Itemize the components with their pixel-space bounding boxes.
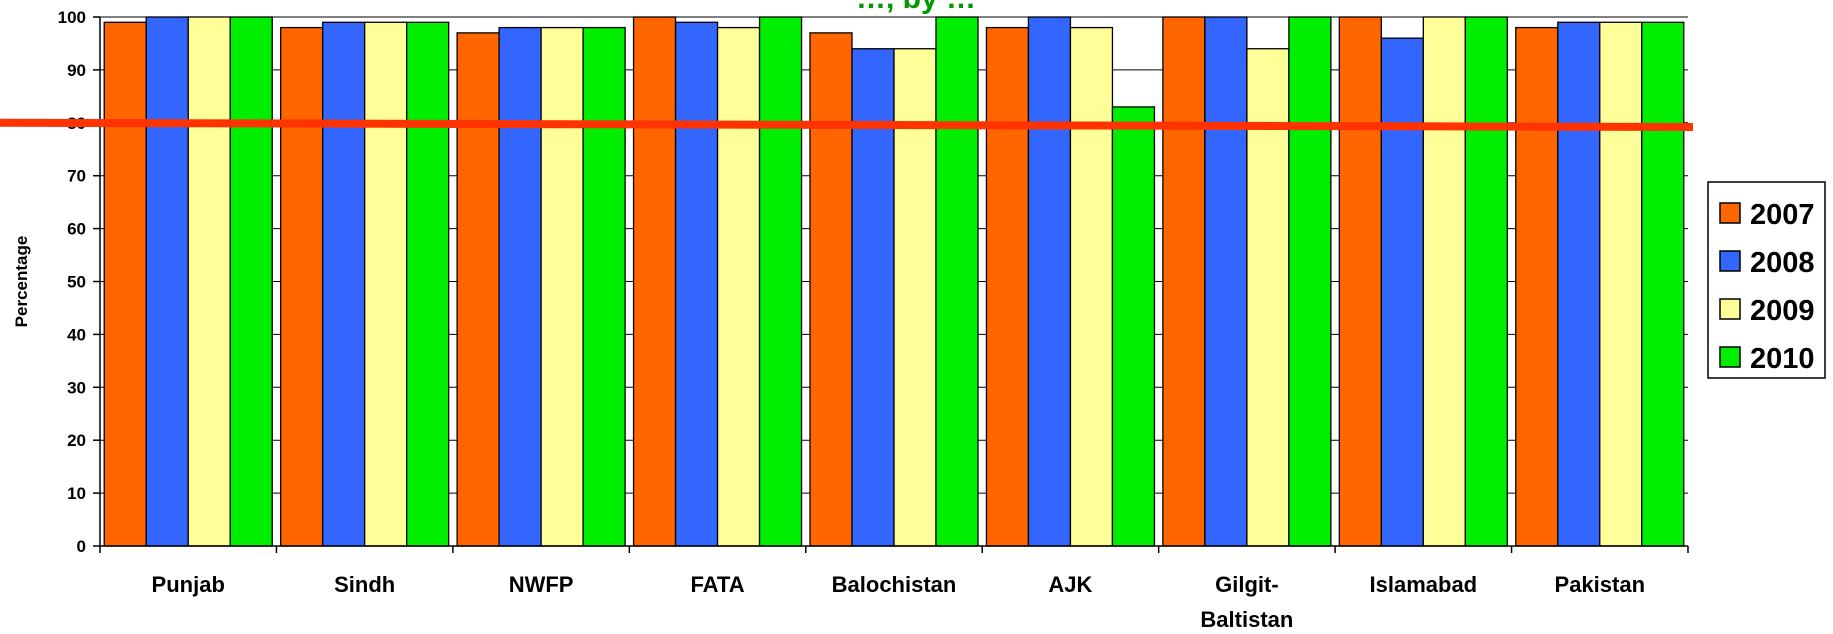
bar-sindh-2010 [406, 21, 450, 547]
bar-pakistan-2008 [1557, 21, 1601, 547]
bar-ajk-2007 [985, 26, 1030, 547]
bar-ajk-2010 [1111, 106, 1156, 547]
chart-title: …, by … [856, 0, 976, 15]
bar-sindh-2008 [322, 21, 366, 547]
y-tick-label-100: 100 [58, 8, 86, 27]
bar-gilgit-baltistan-2009 [1246, 48, 1290, 547]
bar-fata-2010 [758, 16, 803, 547]
y-tick-label-0: 0 [77, 537, 86, 556]
bar-sindh-2007 [280, 26, 324, 547]
x-tick-label-gilgit-baltistan-line2: Baltistan [1200, 607, 1293, 629]
y-tick-label-70: 70 [67, 167, 86, 186]
legend-swatch-2010 [1719, 346, 1741, 368]
bar-balochistan-2010 [935, 16, 979, 547]
bar-punjab-2007 [103, 21, 147, 547]
x-tick-label-gilgit-baltistan-line1: Gilgit- [1215, 572, 1279, 597]
legend-label-2008: 2008 [1750, 247, 1815, 279]
bar-punjab-2008 [145, 16, 189, 547]
legend-label-2010: 2010 [1750, 343, 1815, 375]
x-tick-label-fata: FATA [690, 572, 744, 597]
x-tick-label-nwfp: NWFP [509, 572, 574, 597]
x-tick-label-ajk: AJK [1048, 572, 1092, 597]
y-axis-title: Percentage [12, 236, 31, 328]
bar-punjab-2009 [187, 16, 231, 547]
x-tick-label-punjab: Punjab [152, 572, 225, 597]
bar-ajk-2009 [1069, 26, 1114, 547]
bar-gilgit-baltistan-2008 [1204, 16, 1248, 547]
legend-label-2007: 2007 [1750, 199, 1815, 231]
y-tick-label-90: 90 [67, 61, 86, 80]
bar-nwfp-2009 [540, 26, 584, 547]
bar-ajk-2008 [1027, 16, 1072, 547]
bar-fata-2009 [716, 26, 761, 547]
legend-swatch-2008 [1719, 250, 1741, 272]
bar-pakistan-2010 [1641, 21, 1685, 547]
bar-sindh-2009 [364, 21, 408, 547]
bar-nwfp-2008 [498, 26, 542, 547]
y-tick-label-10: 10 [67, 484, 86, 503]
y-tick-label-40: 40 [67, 325, 86, 344]
bar-gilgit-baltistan-2007 [1162, 16, 1206, 547]
y-tick-label-20: 20 [67, 431, 86, 450]
legend-label-2009: 2009 [1750, 295, 1815, 327]
bar-nwfp-2010 [582, 26, 626, 547]
y-tick-label-30: 30 [67, 378, 86, 397]
x-tick-label-sindh: Sindh [334, 572, 395, 597]
reference-line [0, 118, 1694, 132]
bar-nwfp-2007 [456, 32, 500, 547]
bar-islamabad-2009 [1422, 16, 1466, 547]
bar-islamabad-2010 [1464, 16, 1508, 547]
bar-pakistan-2007 [1515, 26, 1559, 547]
x-tick-label-islamabad: Islamabad [1370, 572, 1478, 597]
legend-swatch-2009 [1719, 298, 1741, 320]
bar-fata-2007 [632, 16, 677, 547]
bar-islamabad-2008 [1380, 37, 1424, 547]
x-tick-label-balochistan: Balochistan [832, 572, 957, 597]
y-tick-label-60: 60 [67, 220, 86, 239]
bar-gilgit-baltistan-2010 [1288, 16, 1332, 547]
x-tick-label-pakistan: Pakistan [1555, 572, 1646, 597]
y-tick-label-50: 50 [67, 273, 86, 292]
bar-punjab-2010 [229, 16, 273, 547]
bar-balochistan-2007 [809, 32, 853, 547]
bar-fata-2008 [674, 21, 719, 547]
legend-swatch-2007 [1719, 202, 1741, 224]
bar-islamabad-2007 [1338, 16, 1382, 547]
bar-pakistan-2009 [1599, 21, 1643, 547]
